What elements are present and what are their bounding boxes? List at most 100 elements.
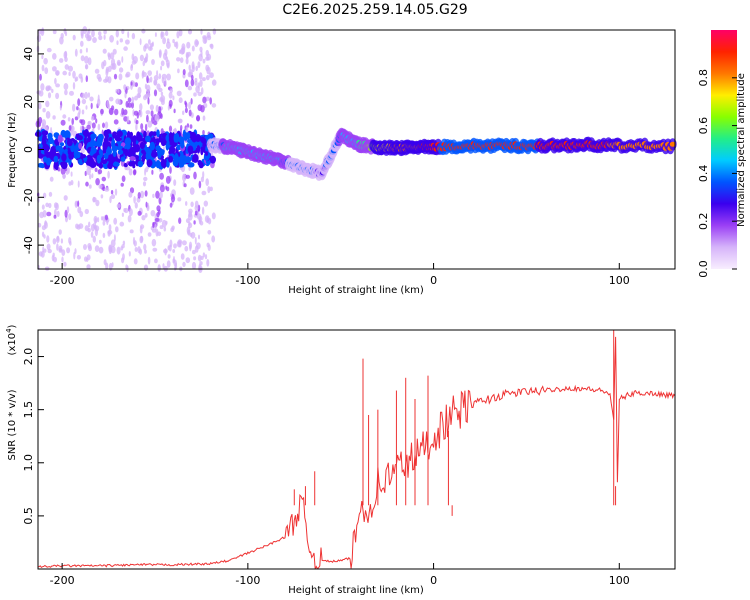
spectrogram-noise-cell — [161, 219, 167, 228]
spectrogram-noise-cell — [199, 46, 203, 53]
spectrogram-noise-cell — [210, 43, 214, 50]
spectrogram-noise-cell — [74, 116, 79, 121]
spectrogram-noise-cell — [204, 254, 208, 260]
spectrogram-noise-cell — [195, 40, 200, 46]
spectrogram-noise-cell — [130, 64, 134, 71]
spectrogram-noise-cell — [81, 98, 87, 105]
figure-title: C2E6.2025.259.14.05.G29 — [282, 2, 467, 18]
spectrogram-noise-cell — [179, 57, 184, 63]
x-tick-label: 0 — [430, 574, 437, 587]
spectrogram-noise-cell — [158, 197, 162, 205]
spectrogram-noise-cell — [51, 88, 54, 93]
spectrogram-noise-cell — [189, 124, 193, 129]
spectrogram-noise-cell — [98, 35, 103, 41]
spectrogram-band-cell — [107, 163, 112, 170]
spectrogram-band-cell — [162, 138, 167, 146]
spectrogram-noise-cell — [62, 114, 67, 119]
spectrogram-band-cell — [41, 137, 45, 146]
spectrogram-noise-cell — [158, 49, 162, 57]
spectrogram-noise-cell — [207, 218, 212, 225]
spectrogram-noise-cell — [147, 120, 153, 128]
spectrogram-noise-cell — [147, 232, 152, 237]
spectrogram-noise-cell — [77, 98, 81, 107]
spectrogram-noise-cell — [77, 200, 80, 207]
spectrogram-noise-cell — [166, 41, 171, 49]
spectrogram-noise-cell — [42, 210, 47, 218]
y-tick-label: 0 — [22, 146, 35, 153]
spectrogram-noise-cell — [113, 73, 118, 80]
spectrogram-band-cell — [183, 131, 188, 141]
spectrogram-noise-cell — [154, 224, 157, 231]
spectrogram-noise-cell — [197, 204, 201, 212]
spectrogram-noise-cell — [173, 243, 177, 249]
spectrogram-noise-cell — [165, 175, 171, 184]
spectrogram-noise-cell — [47, 92, 52, 99]
spectrogram-noise-cell — [96, 73, 102, 80]
spectrogram-noise-cell — [198, 234, 200, 240]
spectrogram-band-cell — [187, 145, 194, 154]
spectrogram-noise-cell — [94, 167, 98, 172]
spectrogram-noise-cell — [160, 91, 164, 96]
spectrogram-noise-cell — [201, 206, 205, 215]
spectrogram-noise-cell — [92, 197, 97, 203]
spectrogram-noise-cell — [132, 81, 136, 87]
spectrogram-band-cell — [59, 142, 65, 147]
spectrogram-noise-cell — [64, 31, 68, 37]
spectrogram-noise-cell — [184, 79, 189, 88]
spectrogram-band-cell — [45, 157, 52, 166]
spectrogram-noise-cell — [45, 111, 51, 119]
spectrogram-noise-cell — [121, 212, 124, 217]
spectrogram-noise-cell — [76, 106, 79, 111]
spectrogram-noise-cell — [211, 103, 217, 108]
spectrogram-noise-cell — [162, 37, 167, 45]
spectrogram-noise-cell — [80, 147, 85, 154]
spectrogram-noise-cell — [116, 40, 119, 45]
spectrogram-noise-cell — [195, 65, 198, 72]
snr-panel: -200 -100 0 100 0.5 1.0 1.5 2.0 Height of stra… — [5, 324, 676, 596]
spectrogram-noise-cell — [103, 59, 107, 67]
spectrogram-noise-cell — [164, 78, 167, 87]
spectrogram-noise-cell — [43, 57, 48, 65]
spectrogram-noise-cell — [182, 110, 185, 116]
spectrogram-noise-cell — [98, 246, 104, 254]
spectrogram-noise-cell — [137, 210, 142, 216]
spectrogram-noise-cell — [186, 41, 191, 49]
spectrogram-band-cell — [168, 155, 174, 163]
spectrogram-noise-cell — [159, 172, 165, 180]
spectrogram-noise-cell — [68, 71, 71, 76]
spectrogram-noise-cell — [59, 36, 64, 45]
spectrogram-noise-cell — [74, 248, 77, 255]
spectrogram-noise-cell — [100, 108, 104, 115]
spectrogram-noise-cell — [181, 43, 186, 51]
spectrogram-band-cell — [157, 150, 162, 159]
spectrogram-band-cell — [98, 162, 104, 169]
spectrogram-band-cell — [124, 137, 132, 146]
spectrogram-noise-cell — [144, 190, 148, 197]
spectrogram-noise-cell — [41, 231, 45, 238]
spectrogram-noise-cell — [191, 45, 195, 52]
spectrogram-noise-cell — [127, 31, 130, 39]
spectrogram-noise-cell — [92, 37, 97, 43]
spectrogram-noise-cell — [146, 114, 149, 123]
spectrogram-noise-cell — [143, 57, 148, 63]
spectrogram-noise-cell — [86, 167, 91, 176]
spectrogram-noise-cell — [103, 34, 106, 40]
spectrogram-noise-cell — [156, 205, 161, 212]
svg-text:(x104): (x104) — [5, 324, 18, 355]
spectrogram-noise-cell — [206, 259, 210, 267]
spectrogram-noise-cell — [123, 109, 128, 116]
spectrogram-noise-cell — [111, 262, 114, 268]
spectrogram-noise-cell — [185, 57, 189, 65]
spectrogram-noise-cell — [94, 68, 100, 74]
spectrogram-noise-cell — [211, 212, 216, 220]
spectrogram-noise-cell — [161, 73, 167, 80]
spectrogram-noise-cell — [189, 244, 192, 252]
spectrogram-noise-cell — [79, 211, 84, 218]
spectrogram-noise-cell — [139, 235, 144, 244]
spectrogram-noise-cell — [125, 39, 130, 45]
spectrogram-noise-cell — [52, 53, 57, 60]
spectrogram-noise-cell — [87, 243, 92, 249]
spectrogram-noise-cell — [70, 130, 73, 136]
spectrogram-noise-cell — [120, 182, 124, 187]
spectrogram-noise-cell — [73, 251, 76, 260]
